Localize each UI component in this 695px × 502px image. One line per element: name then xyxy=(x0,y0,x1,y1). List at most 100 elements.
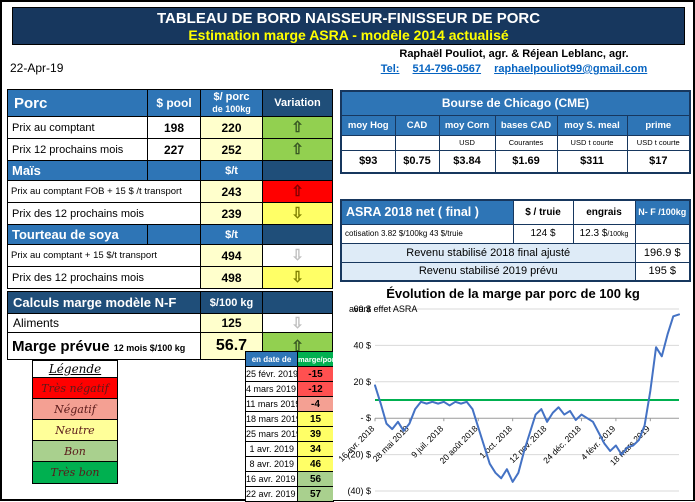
revenu-2018-label: Revenu stabilisé 2018 final ajusté xyxy=(340,242,636,263)
authors: Raphaël Pouliot, agr. & Réjean Leblanc, … xyxy=(399,48,629,60)
history-value: 34 xyxy=(297,441,334,457)
asra-engrais-header: engrais xyxy=(572,199,636,225)
soya-section-variation-spacer xyxy=(262,224,333,245)
variation-arrow-icon: ⇩ xyxy=(262,313,333,333)
variation-arrow-icon: ⇧ xyxy=(262,180,333,203)
variation-arrow-icon: ⇧ xyxy=(262,116,333,139)
history-value: -12 xyxy=(297,381,334,397)
pool-value: 198 xyxy=(147,116,201,139)
contact-line: Tel: 514-796-0567 raphaelpouliot99@gmail… xyxy=(338,63,690,75)
marge-prevue-sublabel: 12 mois $/100 kg xyxy=(113,342,186,353)
marge-prevue-label: Marge prévue 12 mois $/100 kg xyxy=(7,332,201,360)
history-date: 25 févr. 2019 xyxy=(245,366,298,382)
history-value: -15 xyxy=(297,366,334,382)
variation-arrow-icon: ⇩ xyxy=(262,244,333,267)
cme-value: $1.69 xyxy=(494,149,558,174)
porc-table: Porc $ pool $/ porc de 100kg Variation P… xyxy=(7,89,333,289)
variation-header: Variation xyxy=(262,89,333,117)
banner-subtitle: Estimation marge ASRA - modèle 2014 actu… xyxy=(188,27,509,43)
soya-section-header: Tourteau de soya xyxy=(7,224,148,245)
cme-subheader: Courantes xyxy=(494,134,558,151)
cme-col-header: moy Hog xyxy=(340,114,396,136)
asra-engrais-unit: /100kg xyxy=(607,231,629,238)
asra-empty-cell xyxy=(634,223,691,244)
variation-arrow-icon: ⇩ xyxy=(262,202,333,225)
row-label: Prix des 12 prochains mois xyxy=(7,202,201,225)
history-date: 18 mars 2019 xyxy=(245,411,298,427)
history-value: 39 xyxy=(297,426,334,442)
legend-item: Négatif xyxy=(33,399,117,420)
marge-prevue-main-label: Marge prévue xyxy=(12,337,110,355)
email-link[interactable]: raphaelpouliot99@gmail.com xyxy=(494,63,648,75)
variation-arrow-icon: ⇩ xyxy=(262,266,333,289)
asra-truie-value: 124 $ xyxy=(512,223,574,244)
calc-marge-table: Calculs marge modèle N-F $/100 kg Alimen… xyxy=(7,291,333,360)
banner-title: TABLEAU DE BORD NAISSEUR-FINISSEUR DE PO… xyxy=(156,10,541,27)
phone-link[interactable]: 514-796-0567 xyxy=(412,63,482,75)
history-value: 46 xyxy=(297,456,334,472)
svg-text:(40) $: (40) $ xyxy=(347,486,371,496)
history-date: 16 avr. 2019 xyxy=(245,471,298,487)
cme-col-header: CAD xyxy=(394,114,440,136)
legend-title: Légende xyxy=(33,361,117,378)
cme-value: $17 xyxy=(626,149,691,174)
history-value: 15 xyxy=(297,411,334,427)
history-date: 8 avr. 2019 xyxy=(245,456,298,472)
variation-arrow-icon: ⇧ xyxy=(262,138,333,161)
price-header-line2: de 100kg xyxy=(212,104,251,114)
cme-value: $93 xyxy=(340,149,396,174)
cme-col-header: moy S. meal xyxy=(556,114,628,136)
revenu-2018-value: 196.9 $ xyxy=(634,242,691,263)
asra-engrais-value: 12.3 $/100kg xyxy=(572,223,636,244)
asra-table: ASRA 2018 net ( final ) $ / truie engrai… xyxy=(340,199,691,282)
calc-header-spacer xyxy=(262,291,333,314)
cme-table: Bourse de Chicago (CME) moy Hog CAD moy … xyxy=(340,90,692,174)
asra-engrais-number: 12.3 $ xyxy=(579,228,608,239)
cme-subheader xyxy=(394,134,440,151)
price-value: 252 xyxy=(200,138,263,161)
svg-text:(20) $: (20) $ xyxy=(347,450,371,460)
cme-col-header: prime xyxy=(626,114,691,136)
cme-col-header: moy Corn xyxy=(438,114,496,136)
price-value: 239 xyxy=(200,202,263,225)
cme-value: $3.84 xyxy=(438,149,496,174)
history-date: 4 mars 2019 xyxy=(245,381,298,397)
calc-table-header: Calculs marge modèle N-F xyxy=(7,291,201,314)
mais-section-variation-spacer xyxy=(262,160,333,181)
line-chart-canvas: 60 $40 $20 $- $(20) $(40) $16 avr. 20182… xyxy=(336,304,680,496)
history-date: 22 avr. 2019 xyxy=(245,486,298,502)
asra-truie-header: $ / truie xyxy=(512,199,574,225)
row-label: Prix au comptant xyxy=(7,116,148,139)
row-label: Prix au comptant FOB + 15 $ /t transport xyxy=(7,180,201,203)
history-value: 56 xyxy=(297,471,334,487)
aliments-label: Aliments xyxy=(7,313,201,333)
price-value: 498 xyxy=(200,266,263,289)
banner: TABLEAU DE BORD NAISSEUR-FINISSEUR DE PO… xyxy=(12,7,685,45)
row-label: Prix des 12 prochains mois xyxy=(7,266,201,289)
asra-nf-header: N- F /100kg xyxy=(634,199,691,225)
svg-text:20 $: 20 $ xyxy=(353,377,371,387)
cme-value: $311 xyxy=(556,149,628,174)
price-value: 494 xyxy=(200,244,263,267)
calc-unit-header: $/100 kg xyxy=(200,291,263,314)
cme-col-header: bases CAD xyxy=(494,114,558,136)
report-date: 22-Apr-19 xyxy=(10,61,64,75)
price-value: 220 xyxy=(200,116,263,139)
price-header: $/ porc de 100kg xyxy=(200,89,263,117)
cme-subheader xyxy=(340,134,396,151)
contact-block: Raphaël Pouliot, agr. & Réjean Leblanc, … xyxy=(338,48,690,75)
cme-subheader: USD xyxy=(438,134,496,151)
chart-title: Évolution de la marge par porc de 100 kg xyxy=(386,286,640,301)
aliments-value: 125 xyxy=(200,313,263,333)
mais-section-spacer xyxy=(147,160,201,181)
history-value: -4 xyxy=(297,396,334,412)
svg-text:60 $: 60 $ xyxy=(353,304,371,314)
mais-unit: $/t xyxy=(200,160,263,181)
history-date: 25 mars 2019 xyxy=(245,426,298,442)
history-date-header: en date de xyxy=(245,351,298,367)
chart-annotation: avant effet ASRA xyxy=(349,304,418,314)
marge-prevue-value: 56.7 xyxy=(200,332,263,360)
history-value: 57 xyxy=(297,486,334,502)
price-value: 243 xyxy=(200,180,263,203)
